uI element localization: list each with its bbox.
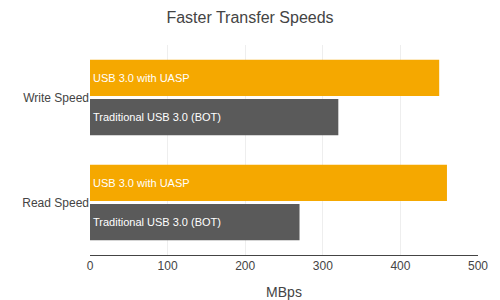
svg-text:300: 300 <box>313 259 333 273</box>
svg-text:400: 400 <box>390 259 410 273</box>
svg-text:Write Speed: Write Speed <box>23 91 89 105</box>
svg-text:200: 200 <box>235 259 255 273</box>
svg-text:USB 3.0 with UASP: USB 3.0 with UASP <box>93 72 190 84</box>
svg-text:500: 500 <box>468 259 488 273</box>
svg-text:Traditional USB 3.0 (BOT): Traditional USB 3.0 (BOT) <box>93 216 221 228</box>
svg-text:USB 3.0 with UASP: USB 3.0 with UASP <box>93 177 190 189</box>
svg-text:0: 0 <box>87 259 94 273</box>
svg-text:MBps: MBps <box>266 284 302 300</box>
svg-text:Read Speed: Read Speed <box>22 196 89 210</box>
svg-text:Traditional USB 3.0 (BOT): Traditional USB 3.0 (BOT) <box>93 111 221 123</box>
svg-text:Faster Transfer Speeds: Faster Transfer Speeds <box>166 9 333 26</box>
svg-text:100: 100 <box>158 259 178 273</box>
